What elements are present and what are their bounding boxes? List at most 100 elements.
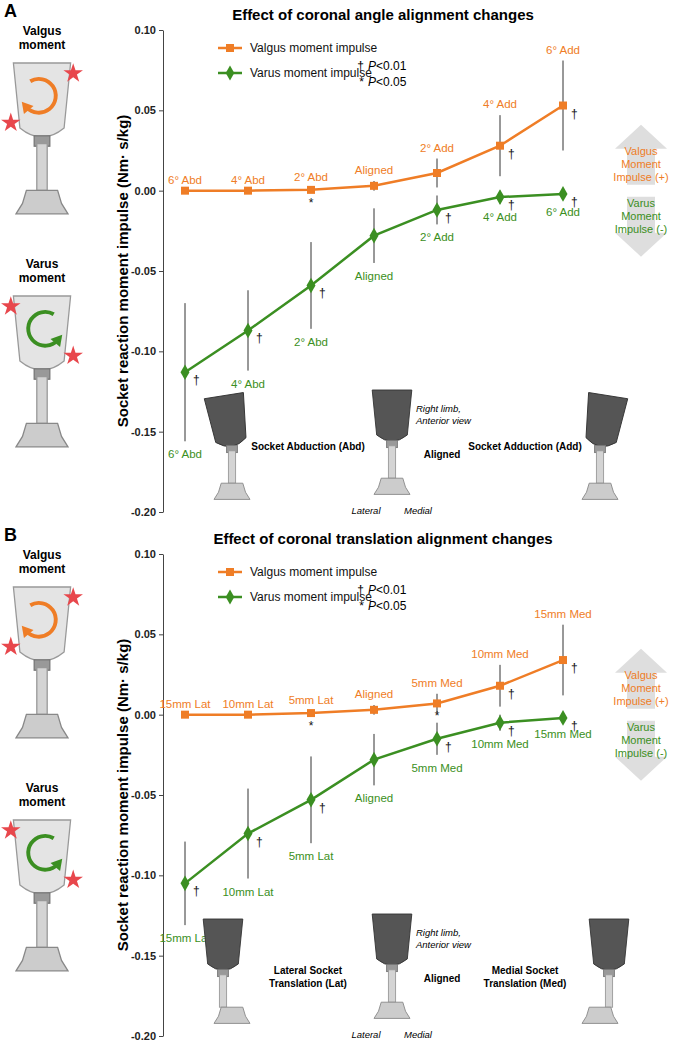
- chart-title: Effect of coronal translation alignment …: [213, 530, 552, 547]
- socket-assembly: [581, 393, 628, 484]
- foot: [374, 478, 410, 494]
- pylon: [605, 975, 612, 1007]
- significance-label: P<0.01: [368, 59, 407, 73]
- plot-texts: 6° Abd4° Abd2° AbdAligned2° Add4° Add6° …: [168, 44, 580, 461]
- series-marker: [244, 187, 252, 195]
- significance-marker: †: [571, 719, 578, 733]
- foot: [374, 1002, 410, 1018]
- significance-marker: †: [571, 661, 578, 675]
- y-tick-label: -0.15: [131, 426, 156, 438]
- direction-label: Varus: [627, 721, 655, 733]
- illustration-label: Translation (Lat): [269, 978, 347, 989]
- series-line: [185, 194, 563, 372]
- y-tick-mark: [159, 191, 163, 192]
- foot: [16, 714, 68, 737]
- prosthesis-aligned: [372, 914, 412, 1018]
- series-marker: [496, 142, 504, 150]
- point-label: 15mm Med: [534, 728, 592, 740]
- side-label: Valgus: [23, 548, 62, 562]
- pylon: [37, 668, 47, 715]
- series-marker: [307, 792, 316, 808]
- panel-label: B: [4, 525, 17, 545]
- series-marker: [307, 278, 316, 294]
- point-label: 6° Abd: [168, 174, 202, 186]
- point-label: 2° Add: [420, 142, 454, 154]
- point-label: 6° Abd: [168, 448, 202, 460]
- side-label: moment: [19, 271, 66, 285]
- direction-label: Impulse (+): [613, 171, 668, 183]
- y-tick-label: -0.05: [131, 265, 156, 277]
- direction-label: Moment: [621, 734, 661, 746]
- socket: [13, 820, 70, 894]
- side-label: Valgus: [23, 24, 62, 38]
- side-label: moment: [19, 38, 66, 52]
- illustration-label: Translation (Med): [484, 978, 567, 989]
- point-label: 10mm Lat: [222, 698, 274, 710]
- point-label: 4° Abd: [231, 378, 265, 390]
- significance-marker: †: [319, 286, 326, 300]
- series-marker: [370, 182, 378, 190]
- figure: AEffect of coronal angle alignment chang…: [0, 0, 683, 1048]
- legend-marker: [226, 66, 235, 81]
- side-label: Varus: [26, 257, 59, 271]
- direction-label: Valgus: [625, 669, 658, 681]
- significance-marker: †: [571, 195, 578, 209]
- y-tick-label: -0.15: [131, 950, 156, 962]
- series-marker: [244, 826, 253, 842]
- significance-marker: †: [445, 211, 452, 225]
- foot: [16, 423, 68, 446]
- point-label: 5mm Med: [411, 677, 462, 689]
- series-marker: [496, 715, 505, 731]
- y-tick-mark: [159, 512, 163, 513]
- y-tick-mark: [159, 1036, 163, 1037]
- y-tick: 0.05: [135, 104, 163, 116]
- point-label: 15mm Lat: [159, 932, 211, 944]
- socket-assembly: [203, 919, 243, 1007]
- socket: [13, 296, 70, 370]
- y-tick: -0.05: [131, 265, 163, 277]
- pressure-mark: [63, 870, 83, 889]
- y-tick-mark: [159, 956, 163, 957]
- series-line: [185, 106, 563, 191]
- pressure-mark: [63, 63, 83, 82]
- series-marker: [559, 656, 567, 664]
- point-label: 4° Add: [483, 98, 517, 110]
- series-marker: [559, 186, 568, 202]
- significance-marker: †: [256, 835, 263, 849]
- point-label: 15mm Lat: [159, 698, 211, 710]
- significance-marker: *: [435, 709, 440, 723]
- point-label: 6° Add: [546, 44, 580, 56]
- point-label: 2° Abd: [294, 336, 328, 348]
- legend-marker: [226, 590, 235, 605]
- socket-assembly: [13, 63, 70, 190]
- panel-label: A: [4, 1, 17, 21]
- y-tick-label: 0.10: [135, 548, 156, 560]
- direction-label: Valgus: [625, 145, 658, 157]
- significance-marker: †: [193, 373, 200, 387]
- point-label: 4° Abd: [231, 174, 265, 186]
- panel: AEffect of coronal angle alignment chang…: [1, 1, 669, 518]
- direction-label: Varus: [627, 197, 655, 209]
- point-label: Aligned: [355, 792, 393, 804]
- y-axis-title: Socket reaction moment impulse (Nm· s/kg…: [114, 639, 131, 952]
- point-label: 10mm Med: [471, 738, 529, 750]
- socket: [204, 393, 251, 450]
- foot: [16, 947, 68, 970]
- series-marker: [370, 752, 379, 768]
- pressure-mark: [1, 637, 21, 656]
- series-marker: [307, 186, 315, 194]
- point-label: 15mm Med: [534, 608, 592, 620]
- point-label: 10mm Med: [471, 648, 529, 660]
- side-label: moment: [19, 795, 66, 809]
- y-tick: -0.20: [131, 506, 163, 518]
- legend-label: Valgus moment impulse: [250, 565, 377, 579]
- significance-symbol: †: [357, 583, 364, 597]
- significance-marker: †: [256, 331, 263, 345]
- prosthesis-right: [582, 919, 629, 1023]
- direction-label: Moment: [621, 682, 661, 694]
- series-marker: [307, 709, 315, 717]
- pressure-mark: [63, 346, 83, 365]
- series-marker: [181, 364, 190, 380]
- pylon: [37, 377, 47, 424]
- socket-assembly: [13, 587, 70, 714]
